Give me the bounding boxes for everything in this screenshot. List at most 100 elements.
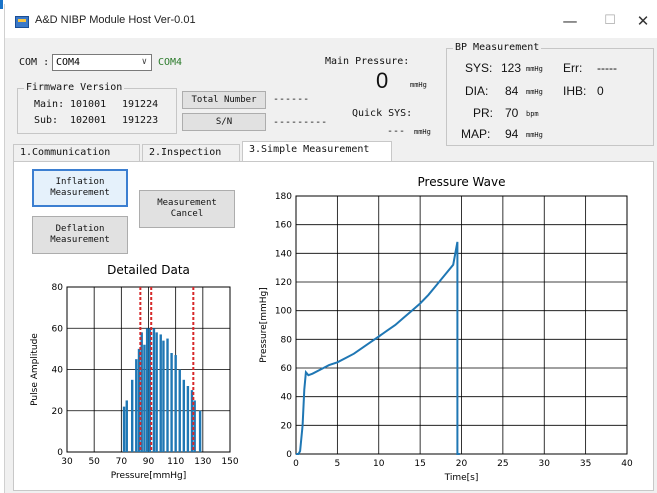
wave-ytick-label: 40 bbox=[281, 393, 293, 403]
pressure-wave-chart: 0 5 10 15 20 25 30 35 40 0 20 40 60 80 100 120 140 160 180… bbox=[259, 175, 633, 483]
wave-xlabel: Time[s] bbox=[444, 473, 479, 483]
quick-sys-value: --- bbox=[387, 126, 406, 137]
com-status: COM4 bbox=[158, 57, 183, 68]
accent-bar bbox=[0, 0, 3, 9]
wave-xtick-label: 25 bbox=[497, 459, 508, 469]
err-label: Err: bbox=[563, 61, 583, 75]
detail-xtick-label: 150 bbox=[221, 457, 238, 467]
detail-bar bbox=[193, 400, 196, 452]
detail-bar bbox=[145, 328, 149, 452]
firmware-main-date: 191224 bbox=[122, 99, 159, 110]
maximize-button[interactable]: ☐ bbox=[604, 13, 616, 28]
detail-bar bbox=[125, 400, 128, 452]
com-label: COM : bbox=[19, 57, 50, 68]
wave-xtick-label: 10 bbox=[373, 459, 385, 469]
detail-ytick-label: 60 bbox=[52, 324, 64, 334]
main-pressure-unit: mmHg bbox=[410, 81, 427, 89]
pr-unit: bpm bbox=[526, 110, 539, 118]
wave-xtick-label: 0 bbox=[293, 459, 299, 469]
ihb-value: 0 bbox=[597, 84, 604, 98]
firmware-group-title: Firmware Version bbox=[24, 82, 125, 93]
detail-ytick-label: 40 bbox=[52, 366, 64, 376]
serial-number-value: --------- bbox=[273, 117, 328, 128]
detail-bar bbox=[143, 344, 146, 452]
detail-bar bbox=[166, 338, 169, 452]
detail-bar bbox=[155, 332, 158, 452]
map-unit: mmHg bbox=[526, 131, 543, 139]
sys-value: 123 bbox=[501, 61, 522, 75]
dia-label: DIA: bbox=[465, 84, 489, 98]
title-bar: A&D NIBP Module Host Ver-0.01 — ☐ ✕ bbox=[5, 4, 657, 38]
pr-value: 70 bbox=[505, 106, 519, 120]
close-button[interactable]: ✕ bbox=[636, 12, 650, 30]
detail-xtick-label: 50 bbox=[88, 457, 100, 467]
deflation-measurement-button[interactable]: Deflation Measurement bbox=[32, 216, 128, 254]
detail-ylabel: Pulse Amplitude bbox=[30, 333, 40, 406]
detail-bar bbox=[135, 359, 138, 452]
detail-xtick-label: 90 bbox=[143, 457, 155, 467]
wave-xtick-label: 15 bbox=[414, 459, 425, 469]
detail-xlabel: Pressure[mmHg] bbox=[111, 471, 186, 481]
app-window: A&D NIBP Module Host Ver-0.01 — ☐ ✕ COM … bbox=[4, 4, 657, 493]
tab-inspection[interactable]: 2.Inspection bbox=[142, 144, 240, 161]
detail-bar bbox=[174, 355, 177, 452]
detail-bar bbox=[148, 328, 152, 452]
wave-xtick-label: 20 bbox=[456, 459, 468, 469]
detail-bar bbox=[140, 332, 143, 452]
wave-ylabel: Pressure[mmHg] bbox=[259, 287, 269, 362]
total-number-value: ------ bbox=[273, 94, 310, 105]
main-pressure-value: 0 bbox=[376, 68, 389, 93]
detail-bar bbox=[190, 390, 194, 452]
inflation-measurement-button[interactable]: Inflation Measurement bbox=[32, 169, 128, 207]
detail-bar bbox=[178, 369, 181, 452]
bp-measurement-group: BP Measurement SYS: 123 mmHg DIA: 84 mmH… bbox=[446, 42, 654, 146]
detail-xtick-label: 70 bbox=[116, 457, 128, 467]
firmware-sub-date: 191223 bbox=[122, 115, 159, 126]
total-number-button[interactable]: Total Number bbox=[182, 91, 266, 109]
detail-ytick-label: 80 bbox=[52, 283, 64, 293]
detail-bar bbox=[182, 379, 186, 452]
wave-xtick-label: 5 bbox=[335, 459, 341, 469]
wave-ytick-label: 180 bbox=[275, 192, 292, 202]
detail-xtick-label: 130 bbox=[194, 457, 211, 467]
wave-ytick-label: 80 bbox=[281, 335, 293, 345]
pr-label: PR: bbox=[473, 106, 494, 120]
detail-title: Detailed Data bbox=[107, 263, 190, 277]
detail-bar bbox=[137, 348, 141, 452]
wave-ytick-label: 0 bbox=[286, 450, 292, 460]
serial-number-button[interactable]: S/N bbox=[182, 113, 266, 131]
tab-simple-measurement[interactable]: 3.Simple Measurement bbox=[242, 141, 392, 162]
com-port-select[interactable]: COM4 ∨ bbox=[52, 54, 152, 71]
window-title: A&D NIBP Module Host Ver-0.01 bbox=[35, 14, 196, 26]
dia-unit: mmHg bbox=[526, 88, 543, 96]
wave-title: Pressure Wave bbox=[418, 175, 506, 189]
detail-bar bbox=[170, 353, 173, 452]
sys-unit: mmHg bbox=[526, 65, 543, 73]
detailed-data-chart: 30 50 70 90 110 130 150 0 20 40 60 80 Detailed Data P… bbox=[30, 263, 239, 481]
err-value: ----- bbox=[597, 61, 617, 75]
firmware-group: Firmware Version Main: 101001 191224 Sub… bbox=[17, 82, 177, 134]
wave-ytick-label: 160 bbox=[275, 221, 292, 231]
detail-xtick-label: 110 bbox=[167, 457, 184, 467]
tab-communication[interactable]: 1.Communication bbox=[13, 144, 140, 161]
ihb-label: IHB: bbox=[563, 84, 587, 98]
detail-bar bbox=[186, 386, 190, 452]
detail-bar bbox=[122, 406, 126, 452]
detail-bar bbox=[162, 340, 165, 452]
wave-xtick-label: 35 bbox=[580, 459, 591, 469]
minimize-button[interactable]: — bbox=[562, 12, 578, 30]
detail-ytick-label: 20 bbox=[52, 407, 64, 417]
measurement-cancel-button[interactable]: Measurement Cancel bbox=[139, 190, 235, 228]
detail-bar bbox=[198, 410, 202, 452]
firmware-sub-version: 102001 bbox=[70, 115, 107, 126]
map-value: 94 bbox=[505, 127, 519, 141]
detail-bar bbox=[131, 379, 134, 452]
quick-sys-label: Quick SYS: bbox=[352, 108, 413, 119]
firmware-sub-label: Sub: bbox=[34, 115, 59, 126]
detail-xtick-label: 30 bbox=[61, 457, 73, 467]
wave-series-line bbox=[296, 241, 460, 455]
quick-sys-unit: mmHg bbox=[414, 128, 431, 136]
com-selected-value: COM4 bbox=[56, 57, 81, 68]
wave-ytick-label: 60 bbox=[281, 364, 293, 374]
wave-ytick-label: 100 bbox=[275, 307, 292, 317]
